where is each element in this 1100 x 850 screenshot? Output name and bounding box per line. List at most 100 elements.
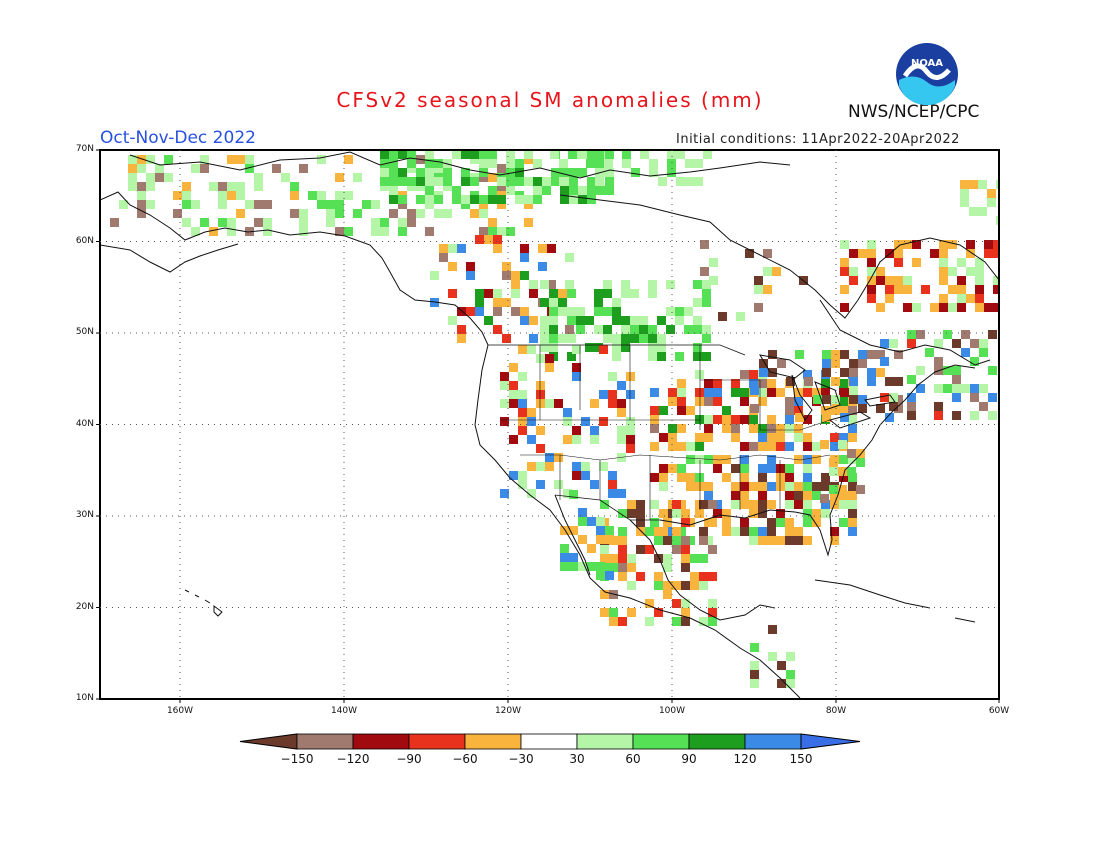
anomaly-cell — [803, 433, 812, 442]
anomaly-cell — [605, 571, 614, 580]
anomaly-cell — [407, 218, 416, 227]
anomaly-cell — [389, 195, 398, 204]
anomaly-cell — [708, 518, 717, 527]
anomaly-cell — [590, 426, 599, 435]
anomaly-cell — [497, 164, 506, 173]
anomaly-cell — [603, 334, 612, 343]
anomaly-cell — [894, 249, 903, 258]
anomaly-cell — [627, 608, 636, 617]
coastlines — [100, 151, 999, 699]
anomaly-cell — [934, 411, 943, 420]
anomaly-cell — [569, 195, 578, 204]
anomaly-cell — [848, 491, 857, 500]
anomaly-cell — [488, 227, 497, 236]
anomaly-cell — [681, 536, 690, 545]
anomaly-cell — [550, 150, 559, 159]
anomaly-cell — [750, 386, 759, 395]
anomaly-cell — [880, 357, 889, 366]
anomaly-cell — [840, 285, 849, 294]
anomaly-cell — [939, 240, 948, 249]
anomaly-cell — [993, 276, 999, 285]
anomaly-cell — [299, 227, 308, 236]
anomaly-cell — [952, 366, 961, 375]
anomaly-cell — [754, 285, 763, 294]
anomaly-cell — [776, 433, 785, 442]
anomaly-cell — [907, 330, 916, 339]
anomaly-cell — [681, 608, 690, 617]
anomaly-cell — [758, 433, 767, 442]
anomaly-cell — [173, 209, 182, 218]
anomaly-cell — [524, 155, 533, 164]
anomaly-cell — [961, 330, 970, 339]
anomaly-cell — [960, 189, 969, 198]
anomaly-cell — [603, 280, 612, 289]
anomaly-cell — [686, 518, 695, 527]
anomaly-cell — [470, 177, 479, 186]
anomaly-cell — [668, 442, 677, 451]
anomaly-cell — [520, 307, 529, 316]
anomaly-cell — [695, 433, 704, 442]
anomaly-cell — [903, 276, 912, 285]
anomaly-cell — [308, 191, 317, 200]
lon-label-120W: 120W — [494, 706, 522, 716]
anomaly-cell — [676, 177, 685, 186]
anomaly-cell — [777, 359, 786, 368]
anomaly-cell — [939, 258, 948, 267]
anomaly-cell — [867, 258, 876, 267]
anomaly-cell — [549, 325, 558, 334]
lon-label-140W: 140W — [330, 706, 358, 716]
anomaly-cell — [608, 399, 617, 408]
anomaly-cell — [930, 249, 939, 258]
colorbar-segment-7 — [632, 733, 690, 750]
anomaly-cell — [970, 393, 979, 402]
anomaly-cell — [488, 173, 497, 182]
anomaly-cell — [563, 408, 572, 417]
anomaly-cell — [695, 415, 704, 424]
anomaly-cell — [380, 168, 389, 177]
anomaly-cell — [663, 554, 672, 563]
anomaly-cell — [667, 159, 676, 168]
anomaly-cell — [803, 370, 812, 379]
anomaly-cell — [326, 209, 335, 218]
anomaly-cell — [245, 155, 254, 164]
anomaly-cell — [767, 482, 776, 491]
anomaly-cell — [155, 164, 164, 173]
anomaly-cell — [502, 334, 511, 343]
anomaly-cell — [618, 536, 627, 545]
anomaly-cell — [626, 417, 635, 426]
anomaly-cell — [969, 207, 978, 216]
anomaly-cell — [821, 482, 830, 491]
anomaly-cell — [856, 458, 865, 467]
anomaly-cell — [547, 280, 556, 289]
anomaly-cell — [511, 307, 520, 316]
anomaly-cell — [128, 173, 137, 182]
anomaly-cell — [407, 209, 416, 218]
anomaly-cell — [520, 271, 529, 280]
anomaly-cell — [488, 218, 497, 227]
anomaly-cell — [572, 363, 581, 372]
anomaly-cell — [704, 379, 713, 388]
anomaly-cell — [590, 480, 599, 489]
anomaly-cell — [475, 298, 484, 307]
anomaly-cell — [702, 298, 711, 307]
anomaly-cell — [988, 411, 997, 420]
anomaly-cell — [702, 280, 711, 289]
anomaly-cell — [939, 303, 948, 312]
anomaly-cell — [506, 168, 515, 177]
anomaly-cell — [767, 433, 776, 442]
anomaly-cell — [785, 415, 794, 424]
anomaly-cell — [754, 276, 763, 285]
anomaly-cell — [650, 442, 659, 451]
anomaly-cell — [749, 536, 758, 545]
anomaly-cell — [590, 399, 599, 408]
anomaly-cell — [722, 406, 731, 415]
anomaly-cell — [894, 350, 903, 359]
anomaly-cell — [681, 545, 690, 554]
anomaly-cell — [979, 402, 988, 411]
anomaly-cell — [803, 491, 812, 500]
anomaly-cell — [677, 500, 686, 509]
anomaly-cell — [448, 262, 457, 271]
anomaly-cell — [694, 159, 703, 168]
anomaly-cell — [750, 679, 759, 688]
anomaly-cell — [758, 473, 767, 482]
